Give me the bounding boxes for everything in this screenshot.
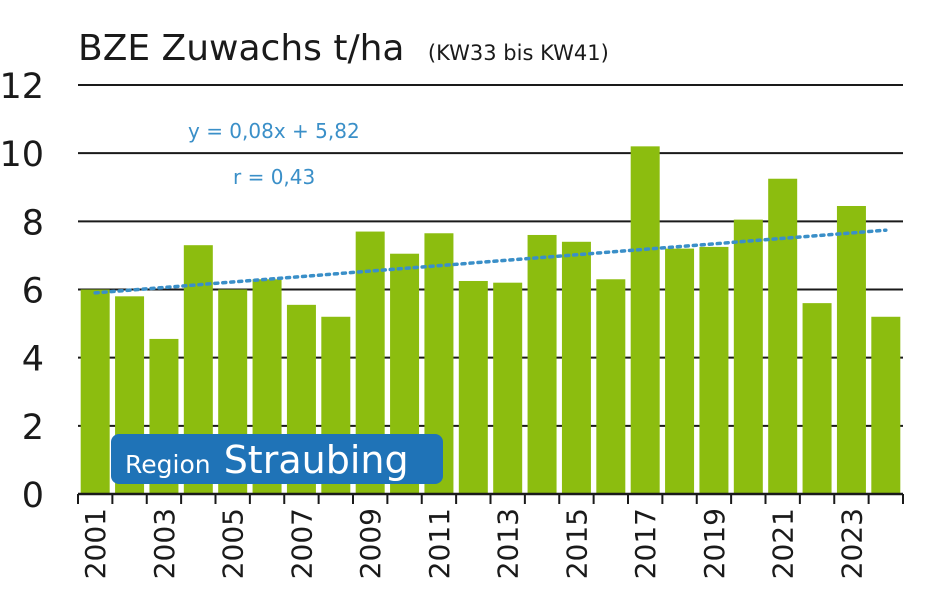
x-tick-label: 2021 [767, 508, 800, 579]
bar-2013 [493, 282, 523, 494]
y-axis-ticks: 0 2 4 6 8 10 12 [0, 67, 44, 516]
x-tick-label: 2017 [629, 508, 662, 579]
x-tick-label: 2013 [492, 508, 525, 579]
region-badge-small-label: Region [125, 450, 211, 479]
chart-subtitle: (KW33 bis KW41) [428, 41, 609, 65]
trendline-r-value: r = 0,43 [233, 165, 315, 189]
y-tick-label: 0 [22, 476, 44, 516]
bar-2020 [733, 219, 763, 495]
svg-text:BZE Zuwachs t/ha (KW33 bis: BZE Zuwachs t/ha (KW33 bis KW41) [78, 28, 609, 69]
x-axis-ticks: 2001 2003 2005 2007 2009 2011 2013 2015 2017 2019… [79, 508, 868, 579]
x-tick-label: 2019 [698, 508, 731, 579]
bar-2021 [768, 178, 798, 494]
bar-2012 [458, 280, 488, 494]
x-tick-label: 2007 [285, 508, 318, 579]
bar-2016 [596, 279, 626, 494]
region-badge-large-label: Straubing [224, 438, 409, 482]
y-tick-label: 4 [22, 340, 44, 380]
x-tick-label: 2005 [217, 508, 250, 579]
y-tick-label: 8 [22, 203, 44, 243]
svg-text:Region Straubing: Region Straubing [125, 438, 409, 482]
trendline-equation: y = 0,08x + 5,82 [188, 119, 360, 143]
bar-2014 [527, 234, 557, 494]
x-tick-label: 2011 [423, 508, 456, 579]
bar-2022 [802, 303, 832, 494]
bar-2017 [630, 146, 660, 494]
gridlines [78, 84, 903, 427]
bar-2024 [871, 316, 901, 494]
trendline-group [93, 228, 888, 295]
y-tick-label: 10 [0, 135, 44, 175]
region-badge: Region Straubing [111, 434, 443, 484]
chart-title: BZE Zuwachs t/ha [78, 28, 404, 69]
y-tick-label: 6 [22, 272, 44, 312]
bar-2015 [561, 241, 591, 494]
x-tick-label: 2023 [835, 508, 868, 579]
x-axis [77, 492, 904, 504]
bar-2018 [665, 248, 695, 494]
x-tick-label: 2009 [354, 508, 387, 579]
bar-2019 [699, 246, 729, 494]
trendline [93, 228, 888, 295]
x-tick-label: 2015 [560, 508, 593, 579]
y-tick-label: 2 [22, 408, 44, 448]
region-badge-background [111, 434, 443, 484]
x-tick-label: 2003 [148, 508, 181, 579]
bar-2023 [836, 205, 866, 494]
x-tick-label: 2001 [79, 508, 112, 579]
bar-2001 [80, 289, 110, 494]
y-tick-label: 12 [0, 67, 44, 107]
